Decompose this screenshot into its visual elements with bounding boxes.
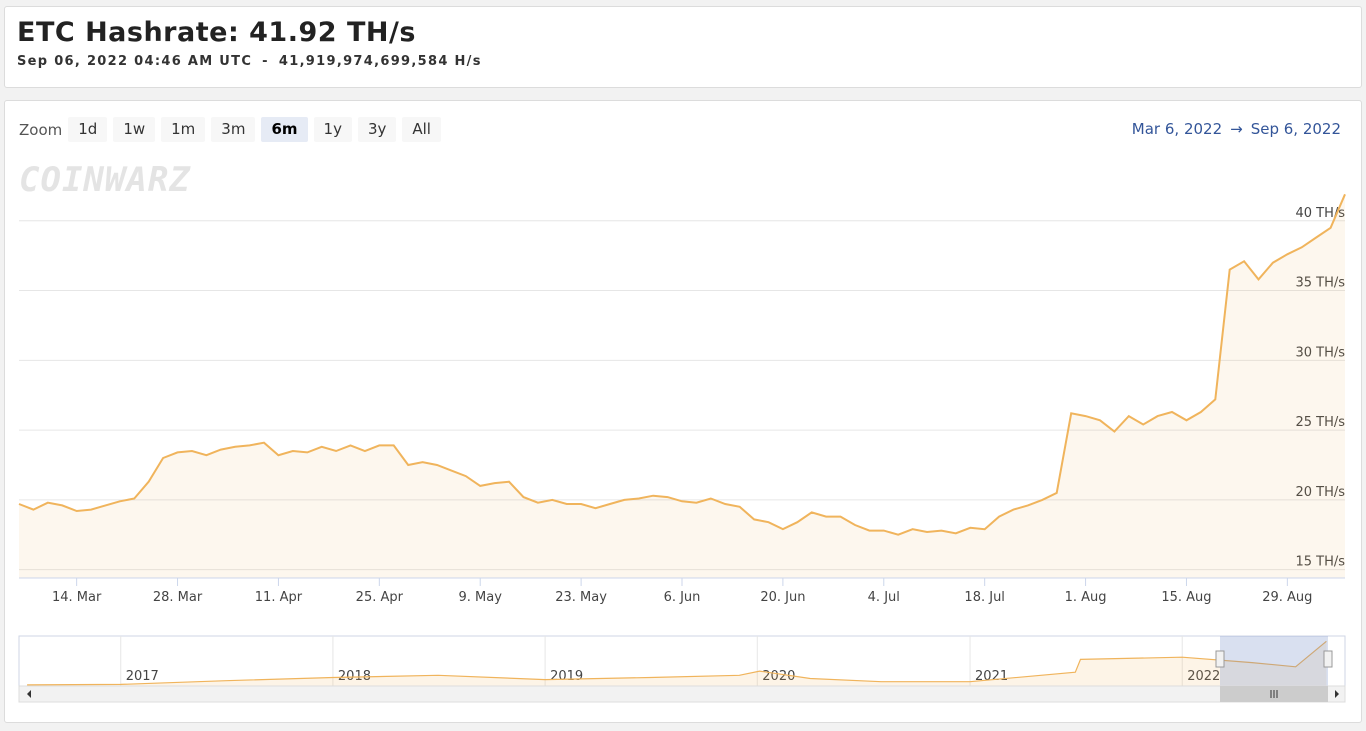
- y-tick-label: 30 TH/s: [1295, 345, 1345, 360]
- zoom-button[interactable]: All: [402, 117, 441, 142]
- scrollbar-grip: [1270, 690, 1278, 698]
- x-tick-label: 28. Mar: [153, 590, 203, 605]
- y-tick-label: 35 TH/s: [1295, 276, 1345, 291]
- x-tick-label: 6. Jun: [664, 590, 701, 605]
- watermark: COINWARZ: [19, 160, 191, 200]
- subtitle: Sep 06, 2022 04:46 AM UTC -41,919,974,699…: [17, 54, 492, 69]
- zoom-button[interactable]: 3m: [211, 117, 256, 142]
- zoom-button[interactable]: 1w: [113, 117, 156, 142]
- zoom-button[interactable]: 1y: [313, 117, 352, 142]
- x-tick-label: 25. Apr: [356, 590, 404, 605]
- hashrate-line: [18, 193, 1346, 536]
- scrollbar-track: [18, 685, 1346, 703]
- timestamp: Sep 06, 2022 04:46 AM UTC: [17, 54, 253, 69]
- date-range: Mar 6, 2022 → Sep 6, 2022: [1124, 120, 1341, 138]
- range-arrow: →: [1230, 120, 1243, 138]
- navigator-handle[interactable]: [1215, 650, 1225, 668]
- y-tick-label: 15 TH/s: [1295, 555, 1345, 570]
- scroll-left: [27, 690, 31, 698]
- navigator-line: [27, 640, 1327, 686]
- header-card: ETC Hashrate: 41.92 TH/s Sep 06, 2022 04…: [4, 6, 1362, 88]
- y-tick-label: 40 TH/s: [1295, 206, 1345, 221]
- navigator-tick-label: 2019: [550, 669, 583, 684]
- navigator-tick-label: 2022: [1187, 669, 1220, 684]
- y-tick-label: 20 TH/s: [1295, 485, 1345, 500]
- scroll-right: [1335, 690, 1339, 698]
- zoom-button[interactable]: 1d: [68, 117, 108, 142]
- navigator-frame: [18, 635, 1346, 687]
- x-tick-label: 15. Aug: [1161, 590, 1211, 605]
- navigator-handle[interactable]: [1323, 650, 1333, 668]
- range-to[interactable]: Sep 6, 2022: [1250, 120, 1341, 138]
- x-tick-label: 20. Jun: [760, 590, 805, 605]
- y-tick-label: 25 TH/s: [1295, 415, 1345, 430]
- chart-card: [4, 100, 1362, 723]
- navigator-selection: [1220, 636, 1328, 686]
- zoom-button[interactable]: 3y: [357, 117, 397, 142]
- x-tick-label: 23. May: [555, 590, 607, 605]
- navigator-tick-label: 2017: [126, 669, 159, 684]
- zoom-button[interactable]: 1m: [161, 117, 206, 142]
- zoom-label: Zoom: [19, 120, 63, 139]
- zoom-button[interactable]: 6m: [261, 117, 308, 142]
- separator: -: [262, 54, 269, 69]
- zoom-toolbar: Zoom 1d 1w 1m 3m 6m 1y 3y All: [19, 117, 447, 142]
- hashrate-hs: 41,919,974,699,584 H/s: [278, 54, 482, 69]
- title: ETC Hashrate: 41.92 TH/s: [17, 17, 416, 48]
- x-tick-label: 9. May: [459, 590, 503, 605]
- area-fill: [19, 194, 1345, 579]
- x-tick-label: 4. Jul: [868, 590, 900, 605]
- x-tick-label: 11. Apr: [255, 590, 303, 605]
- x-tick-label: 1. Aug: [1065, 590, 1107, 605]
- x-tick-label: 18. Jul: [964, 590, 1005, 605]
- range-from[interactable]: Mar 6, 2022: [1131, 120, 1223, 138]
- x-tick-label: 14. Mar: [52, 590, 102, 605]
- x-tick-label: 29. Aug: [1262, 590, 1312, 605]
